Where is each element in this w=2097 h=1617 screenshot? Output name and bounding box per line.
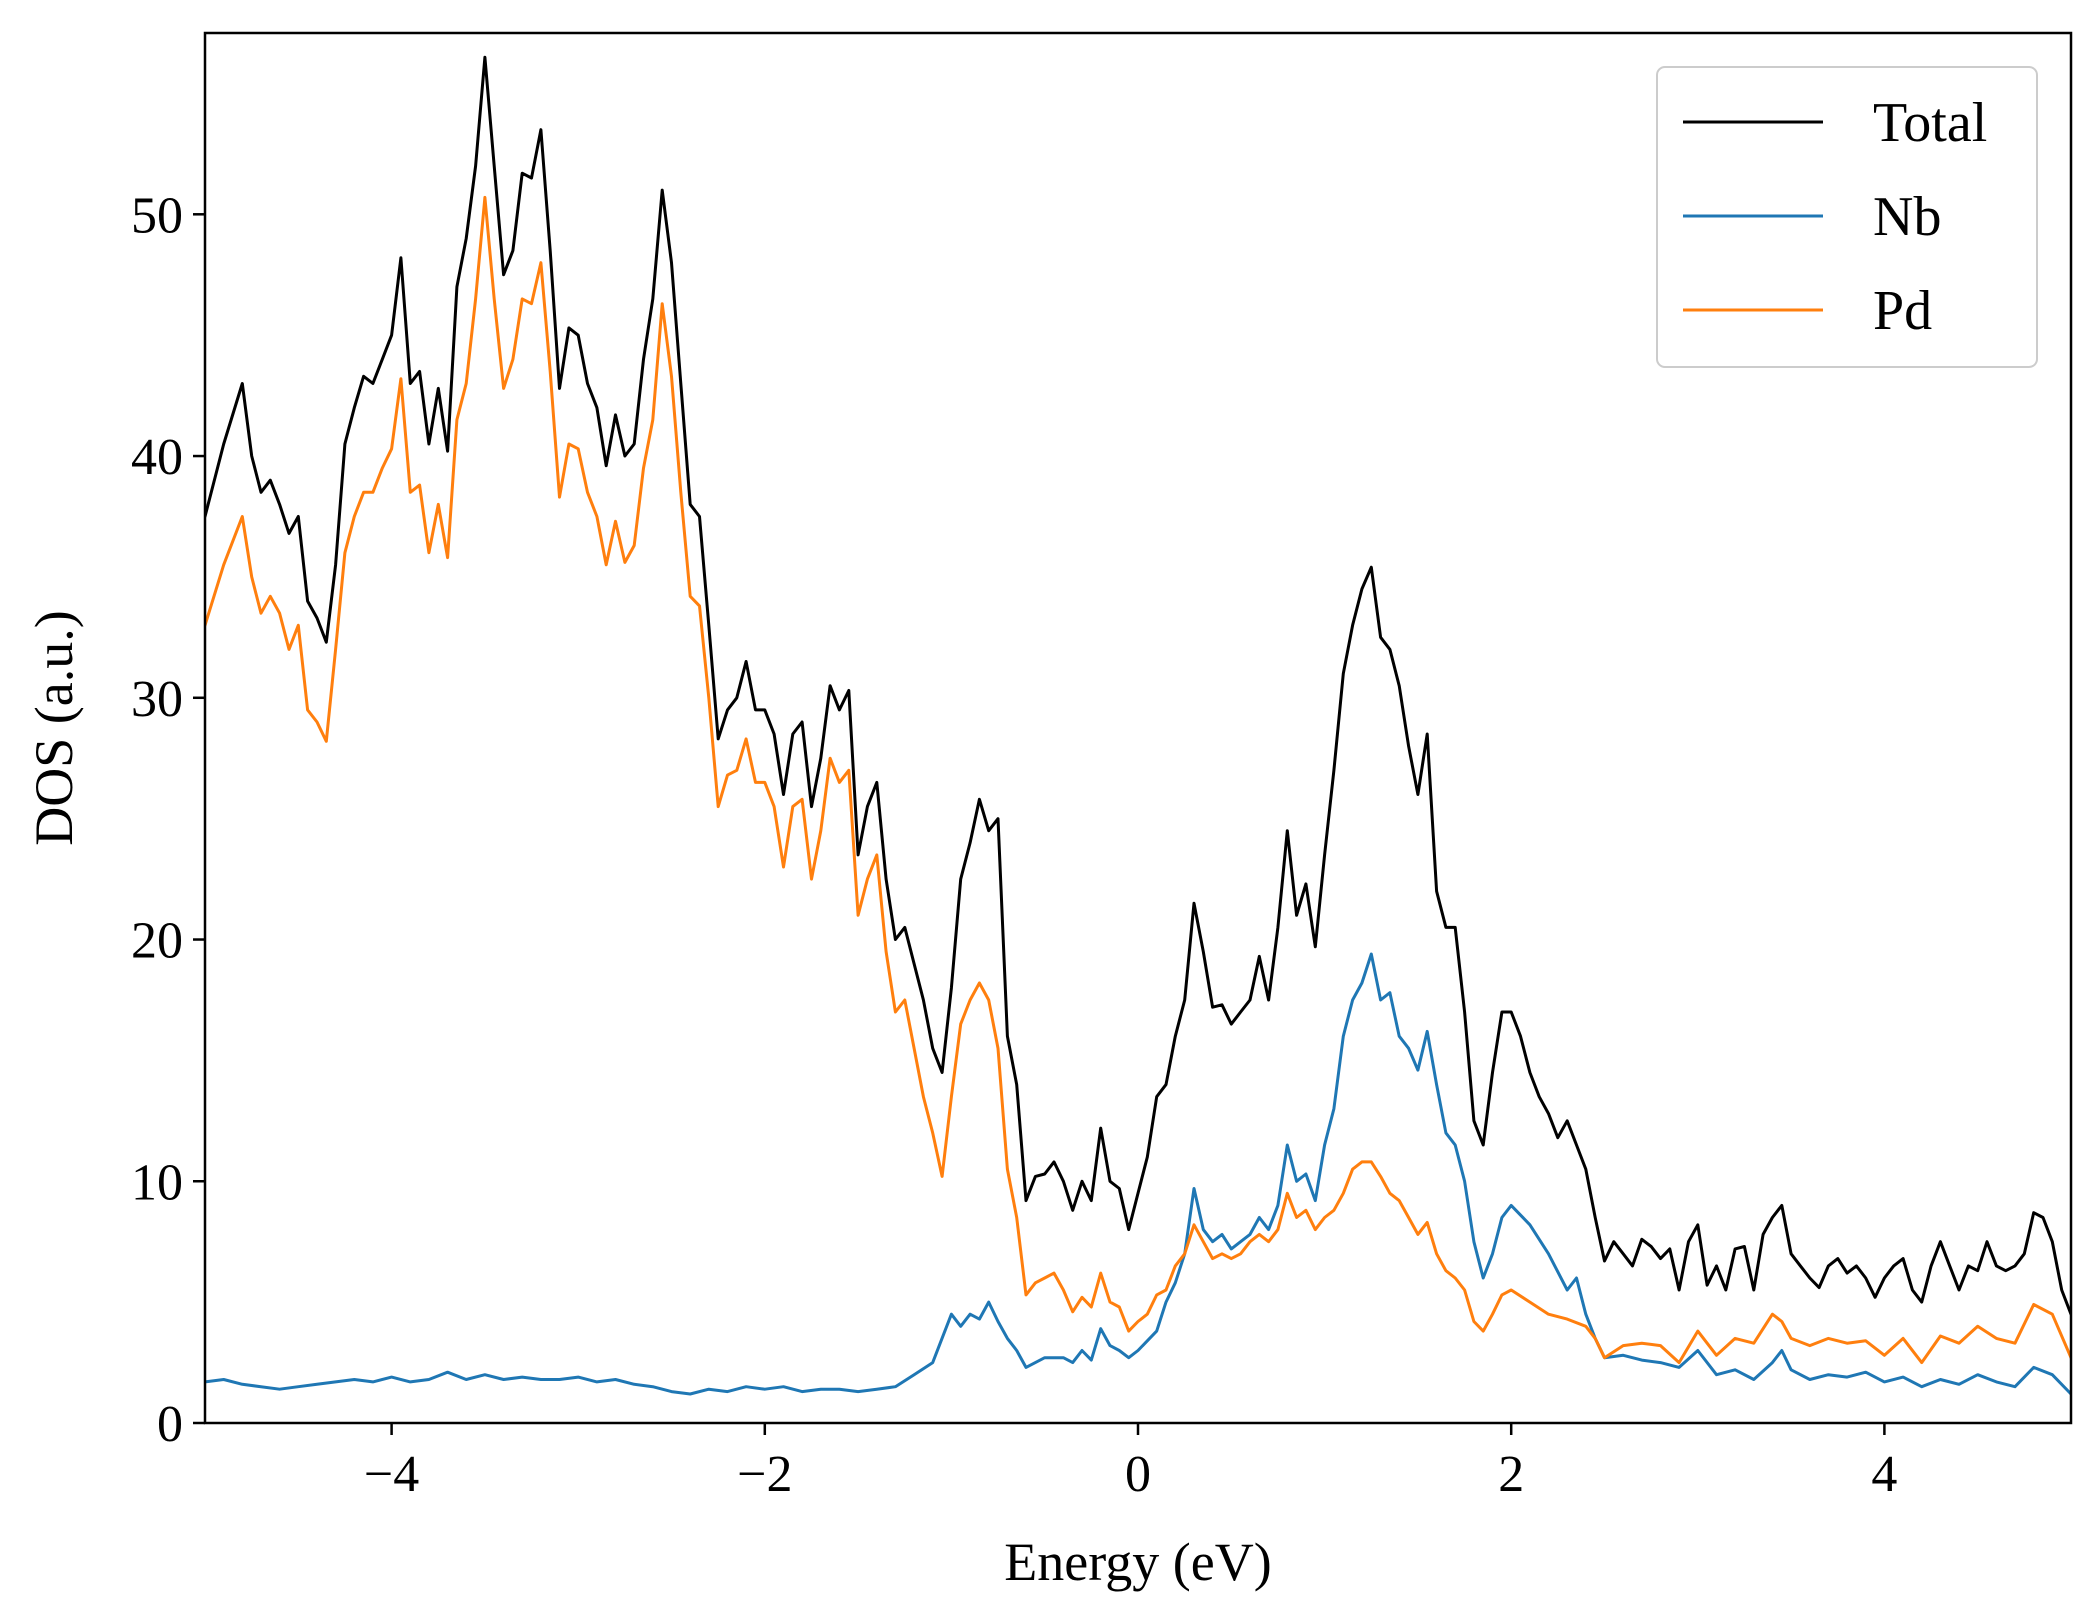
series-layer bbox=[205, 55, 2071, 1396]
legend: Total Nb Pd bbox=[1656, 66, 2038, 368]
y-axis-label: DOS (a.u.) bbox=[24, 610, 84, 845]
x-axis: −4 −2 0 2 4 bbox=[364, 1423, 1897, 1503]
legend-label-nb: Nb bbox=[1873, 186, 1941, 248]
series-line-nb bbox=[205, 952, 2071, 1396]
x-tick-label: 4 bbox=[1871, 1446, 1897, 1503]
series-line-pd bbox=[205, 195, 2071, 1365]
x-axis-label: Energy (eV) bbox=[1004, 1532, 1271, 1592]
legend-box bbox=[1656, 66, 2038, 368]
y-tick-label: 40 bbox=[131, 429, 183, 486]
y-tick-label: 20 bbox=[131, 913, 183, 970]
x-tick-label: −2 bbox=[737, 1446, 792, 1503]
x-tick-label: 0 bbox=[1125, 1446, 1151, 1503]
y-tick-label: 50 bbox=[131, 187, 183, 244]
y-tick-label: 0 bbox=[157, 1396, 183, 1453]
series-line-total bbox=[205, 55, 2071, 1316]
y-axis: 0 10 20 30 40 50 bbox=[131, 187, 205, 1453]
y-tick-label: 30 bbox=[131, 671, 183, 728]
legend-label-pd: Pd bbox=[1873, 280, 1932, 342]
legend-label-total: Total bbox=[1873, 92, 1987, 154]
x-tick-label: −4 bbox=[364, 1446, 419, 1503]
x-tick-label: 2 bbox=[1498, 1446, 1524, 1503]
y-tick-label: 10 bbox=[131, 1154, 183, 1211]
